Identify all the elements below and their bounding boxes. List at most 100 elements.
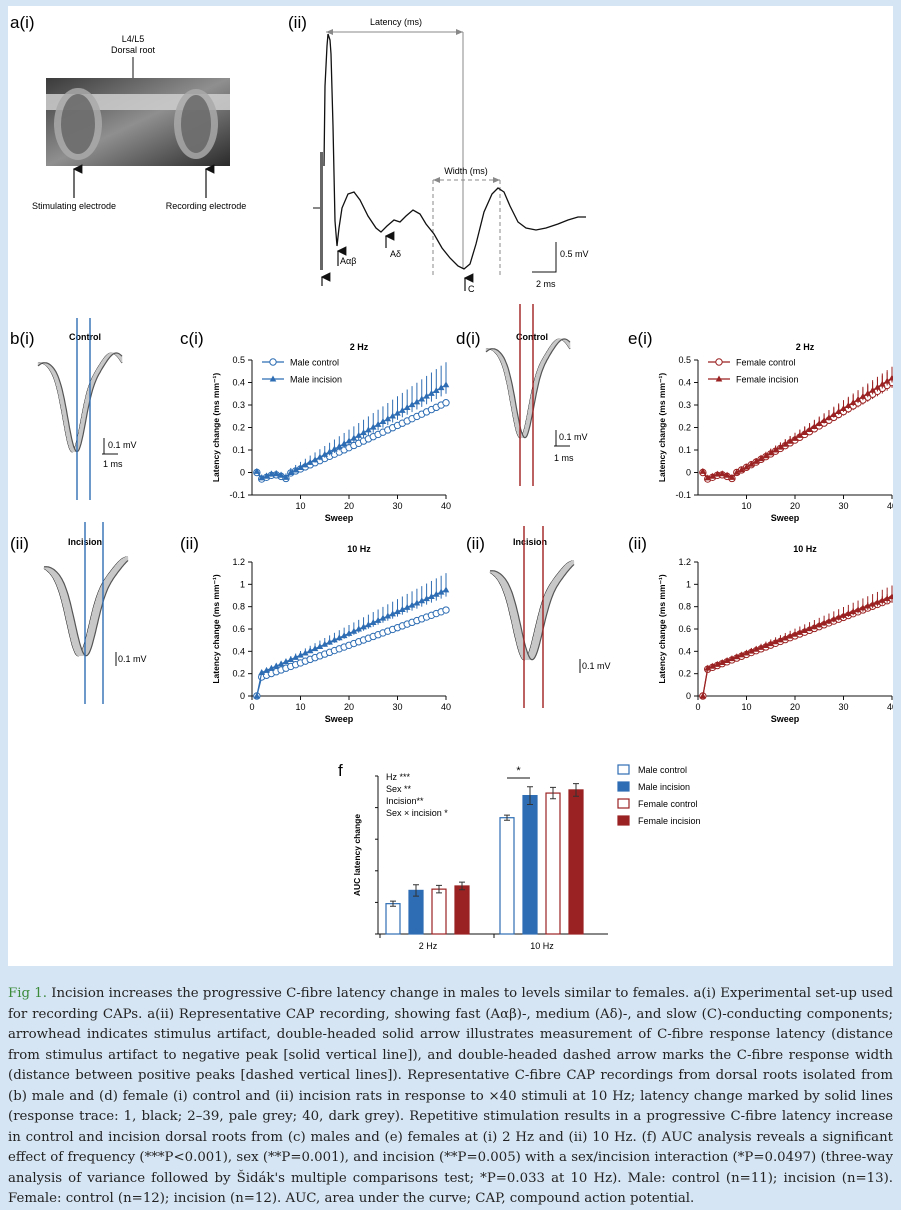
legend-marker [269, 375, 277, 382]
y-axis-label: Latency change (ms mm⁻¹) [657, 373, 667, 483]
data-point [253, 467, 261, 474]
data-point [297, 463, 304, 470]
bar-error [527, 786, 533, 805]
root-label-1: L4/L5 [122, 34, 145, 44]
trace-last [43, 560, 129, 657]
caption-body: Incision increases the progressive C-fib… [8, 986, 893, 1206]
data-point [757, 643, 765, 650]
data-point [845, 610, 852, 617]
panel-a-i-label: a(i) [10, 13, 35, 32]
bar [408, 889, 424, 935]
y-tick-label: 0 [686, 468, 691, 478]
y-tick-label: 0.4 [678, 646, 691, 656]
trace-sweep [485, 338, 571, 439]
data-point [728, 655, 736, 662]
y-tick-label: 1 [240, 579, 245, 589]
trace-group-b-ii [43, 522, 129, 704]
sig-mark: * [516, 765, 521, 777]
chart-c-ii: 0 0.2 0.4 0.6 0.8 1 1.2 0 10 20 30 40 10 Hz Sweep Late… [211, 544, 451, 724]
caption-lead: Fig 1. [8, 986, 47, 1001]
x-tick-label: 30 [838, 702, 848, 712]
y-tick-label: 0.8 [232, 602, 245, 612]
data-point [379, 418, 387, 425]
panel-b-ii-label: (ii) [10, 534, 29, 553]
data-point [403, 404, 411, 411]
y-tick-label: 0.1 [232, 445, 245, 455]
data-point [811, 623, 818, 630]
data-point [302, 649, 309, 656]
width-arrowheads [433, 177, 500, 183]
bar [385, 903, 401, 935]
data-point [272, 662, 280, 669]
data-point [389, 610, 396, 617]
setup-photo [46, 78, 230, 166]
data-point [772, 446, 779, 453]
data-point [704, 664, 711, 671]
data-point [786, 437, 794, 444]
x-tick-label: 20 [344, 702, 354, 712]
bar [568, 789, 584, 935]
data-point [883, 594, 891, 601]
data-point [365, 621, 372, 628]
data-point [428, 389, 435, 396]
legend-label: Female incision [736, 375, 799, 385]
data-point [355, 625, 362, 632]
data-point [292, 653, 299, 660]
bar-error [436, 884, 442, 894]
latency-label: Latency (ms) [370, 17, 422, 27]
data-point [723, 471, 731, 478]
data-point [418, 597, 426, 604]
data-point [326, 448, 333, 455]
data-point [879, 596, 886, 603]
data-point [883, 377, 891, 384]
data-point [854, 395, 862, 402]
data-point [845, 401, 852, 408]
data-point [369, 619, 377, 626]
panel-c-ii-label: (ii) [180, 534, 199, 553]
y-tick-label: 1.2 [232, 557, 245, 567]
data-point [767, 640, 775, 647]
x-tick-label: 40 [441, 501, 451, 511]
chart-e-ii: 0 0.2 0.4 0.6 0.8 1 1.2 0 10 20 30 40 10 Hz Sweep Late… [657, 544, 897, 724]
data-point [859, 604, 867, 611]
data-point [331, 445, 338, 452]
bar-error [459, 881, 465, 891]
series-line [256, 384, 447, 479]
a-scalebar [532, 242, 557, 273]
data-point [733, 653, 741, 660]
data-point [835, 408, 842, 415]
y-tick-label: 0.5 [232, 355, 245, 365]
legend-swatch [617, 798, 630, 809]
data-point [336, 442, 343, 449]
data-point [355, 431, 362, 438]
d-ii-scale-mv: 0.1 mV [582, 661, 611, 671]
data-point [306, 458, 314, 465]
legend-label: Male control [638, 765, 687, 775]
data-point [442, 381, 450, 388]
y-tick-label: 0.1 [678, 445, 691, 455]
data-point [806, 625, 813, 632]
data-point [292, 466, 299, 473]
panel-e-ii-label: (ii) [628, 534, 647, 553]
root-label-2: Dorsal root [111, 45, 156, 55]
data-point [820, 417, 828, 424]
y-tick-label: 0.6 [232, 624, 245, 634]
data-point [302, 461, 309, 468]
data-point [743, 463, 750, 470]
data-point [723, 657, 731, 664]
data-point [888, 593, 896, 600]
data-point [801, 626, 808, 633]
panel-b-i-label: b(i) [10, 329, 35, 348]
data-point [437, 588, 445, 595]
data-point [786, 632, 794, 639]
chart-c-i: -0.1 0 0.1 0.2 0.3 0.4 0.5 10 20 30 40 2 Hz Sweep Lat… [211, 342, 451, 523]
x-tick-label: 30 [392, 501, 402, 511]
data-point [282, 473, 290, 480]
data-point [718, 470, 726, 477]
y-tick-label: 0.3 [232, 400, 245, 410]
x-tick-label: 40 [441, 702, 451, 712]
y-tick-label: 1 [686, 579, 691, 589]
data-point [408, 601, 416, 608]
y-tick-label: -0.1 [675, 490, 691, 500]
data-point [311, 645, 319, 652]
